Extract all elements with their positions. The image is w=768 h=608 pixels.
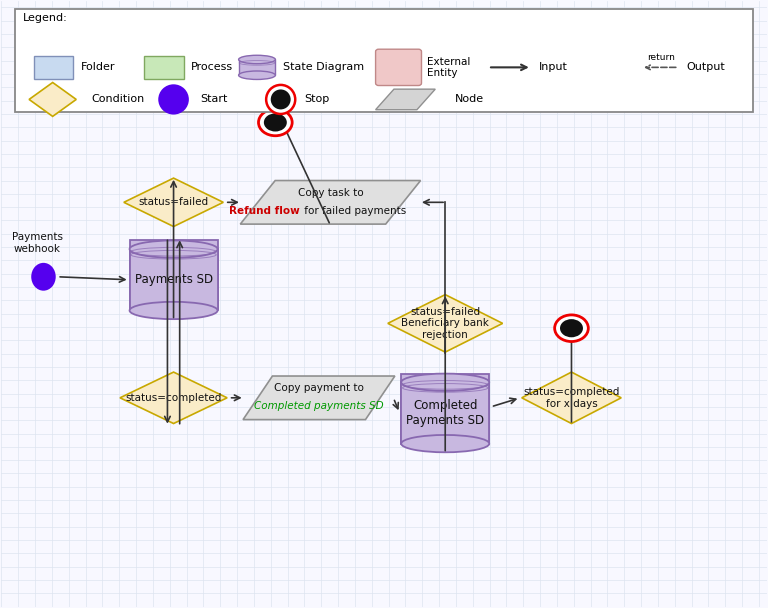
Text: State Diagram: State Diagram bbox=[283, 63, 364, 72]
Ellipse shape bbox=[239, 55, 276, 64]
FancyBboxPatch shape bbox=[376, 49, 422, 86]
Polygon shape bbox=[401, 373, 489, 444]
FancyBboxPatch shape bbox=[144, 57, 184, 80]
Polygon shape bbox=[240, 181, 421, 224]
FancyBboxPatch shape bbox=[239, 60, 276, 75]
Circle shape bbox=[554, 315, 588, 342]
Circle shape bbox=[259, 109, 292, 136]
Ellipse shape bbox=[271, 89, 290, 109]
Polygon shape bbox=[124, 178, 223, 227]
FancyBboxPatch shape bbox=[15, 9, 753, 111]
Text: status=completed
for x days: status=completed for x days bbox=[523, 387, 620, 409]
Ellipse shape bbox=[401, 373, 489, 391]
Ellipse shape bbox=[401, 435, 489, 452]
Text: Copy task to: Copy task to bbox=[298, 188, 363, 198]
Circle shape bbox=[560, 319, 583, 337]
Text: Process: Process bbox=[191, 63, 233, 72]
Text: Node: Node bbox=[455, 94, 484, 105]
Text: return: return bbox=[647, 53, 675, 62]
Text: Condition: Condition bbox=[91, 94, 145, 105]
Text: Payments SD: Payments SD bbox=[134, 273, 213, 286]
Polygon shape bbox=[243, 376, 395, 420]
Polygon shape bbox=[376, 89, 435, 109]
Text: Refund flow: Refund flow bbox=[229, 206, 300, 216]
Polygon shape bbox=[401, 382, 489, 444]
Text: status=completed: status=completed bbox=[125, 393, 222, 403]
Polygon shape bbox=[130, 240, 217, 311]
Ellipse shape bbox=[266, 85, 295, 114]
Text: Folder: Folder bbox=[81, 63, 115, 72]
Text: Payments
webhook: Payments webhook bbox=[12, 232, 63, 254]
Ellipse shape bbox=[130, 240, 217, 258]
Polygon shape bbox=[521, 372, 621, 424]
Polygon shape bbox=[388, 295, 502, 352]
Text: for failed payments: for failed payments bbox=[301, 206, 406, 216]
Polygon shape bbox=[120, 372, 227, 424]
Text: status=failed: status=failed bbox=[138, 198, 209, 207]
Polygon shape bbox=[29, 83, 76, 116]
Ellipse shape bbox=[239, 71, 276, 80]
Ellipse shape bbox=[31, 263, 56, 291]
Ellipse shape bbox=[158, 85, 189, 114]
Text: Stop: Stop bbox=[304, 94, 329, 105]
Text: status=failed
Beneficiary bank
rejection: status=failed Beneficiary bank rejection bbox=[402, 307, 489, 340]
FancyBboxPatch shape bbox=[34, 57, 73, 80]
Text: Output: Output bbox=[687, 63, 725, 72]
Text: Completed
Payments SD: Completed Payments SD bbox=[406, 399, 485, 427]
Circle shape bbox=[264, 113, 286, 131]
Text: External
Entity: External Entity bbox=[427, 57, 470, 78]
Text: Completed payments SD: Completed payments SD bbox=[254, 401, 384, 411]
Text: Copy payment to: Copy payment to bbox=[274, 383, 364, 393]
Ellipse shape bbox=[130, 302, 217, 319]
Polygon shape bbox=[130, 249, 217, 311]
Text: Input: Input bbox=[539, 63, 568, 72]
Text: Legend:: Legend: bbox=[23, 13, 68, 24]
Text: Start: Start bbox=[200, 94, 228, 105]
